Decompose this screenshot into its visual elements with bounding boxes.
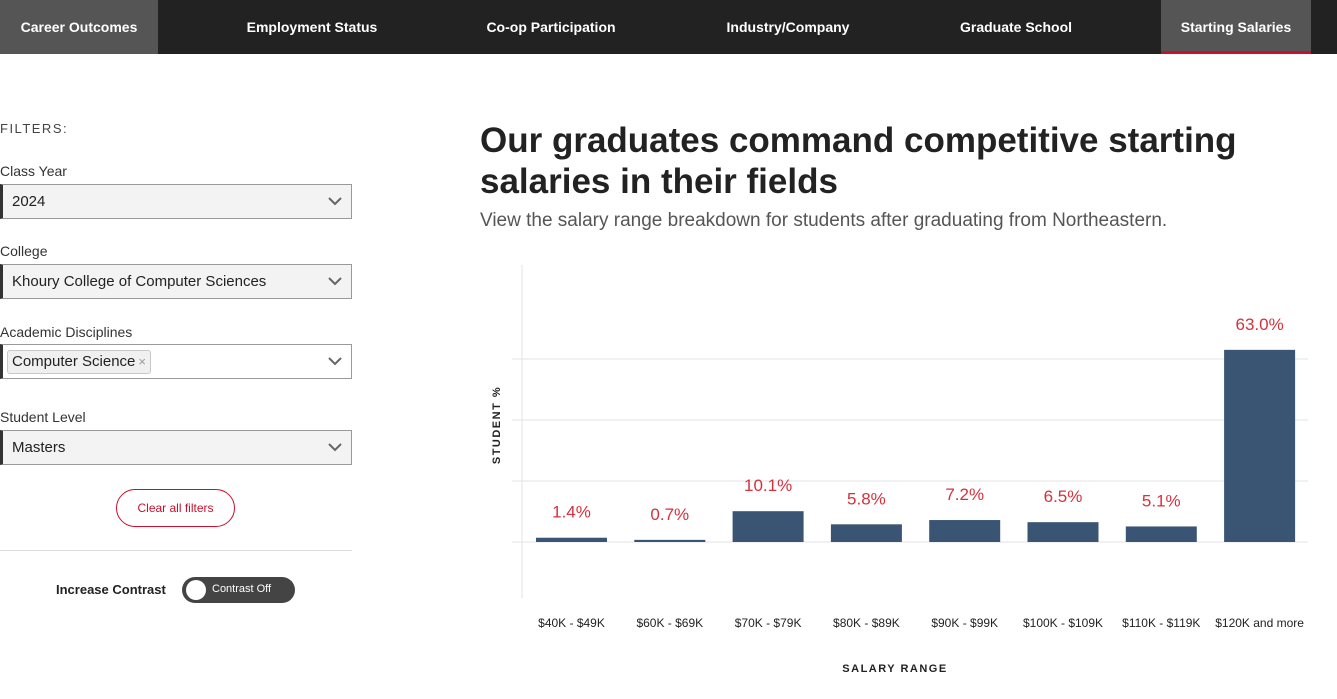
- academic-disciplines-select[interactable]: Computer Science ×: [0, 344, 352, 379]
- college-select[interactable]: Khoury College of Computer Sciences: [0, 264, 352, 299]
- class-year-select[interactable]: 2024: [0, 184, 352, 219]
- labels-layer: 1.4% 0.7% 10.1% 5.8% 7.2% 6.5% 5.1% 63.0%: [552, 315, 1284, 524]
- college-label: College: [0, 243, 48, 259]
- tab-industry-company[interactable]: Industry/Company: [726, 19, 850, 35]
- chart-bar: [929, 520, 1001, 542]
- x-tick-label: $60K - $69K: [636, 616, 703, 630]
- chart-bar: [830, 524, 902, 542]
- chart-bar: [1027, 522, 1099, 542]
- page-subtitle: View the salary range breakdown for stud…: [480, 210, 1168, 231]
- discipline-chip: Computer Science ×: [7, 349, 151, 374]
- student-level-value: Masters: [12, 439, 66, 456]
- chart-bar: [634, 539, 706, 542]
- chart-bar: [1224, 349, 1296, 542]
- y-axis-title: STUDENT %: [491, 386, 503, 464]
- x-tick-label: $90K - $99K: [931, 616, 998, 630]
- data-label: 63.0%: [1235, 315, 1283, 334]
- x-tick-label: $110K - $119K: [1122, 616, 1200, 630]
- clear-filters-button[interactable]: Clear all filters: [116, 489, 235, 527]
- page-title: Our graduates command competitive starti…: [480, 121, 1237, 201]
- chevron-down-icon: [328, 197, 342, 206]
- data-label: 1.4%: [552, 503, 591, 522]
- tab-employment-status[interactable]: Employment Status: [246, 19, 378, 35]
- x-tick-label: $70K - $79K: [735, 616, 802, 630]
- divider: [0, 550, 352, 551]
- tab-starting-salaries[interactable]: Starting Salaries: [1161, 0, 1311, 54]
- x-tick-label: $120K and more: [1215, 616, 1304, 630]
- contrast-toggle[interactable]: Contrast Off: [182, 577, 295, 603]
- discipline-chip-label: Computer Science: [12, 353, 136, 370]
- tab-graduate-school[interactable]: Graduate School: [959, 19, 1073, 35]
- tab-co-op-participation[interactable]: Co-op Participation: [486, 19, 616, 35]
- increase-contrast-label: Increase Contrast: [56, 582, 166, 597]
- chart-bar: [1125, 526, 1197, 542]
- grid-layer: [512, 358, 1308, 543]
- contrast-state-label: Contrast Off: [212, 583, 272, 595]
- class-year-value: 2024: [12, 193, 46, 210]
- chevron-down-icon: [328, 277, 342, 286]
- chevron-down-icon: [328, 357, 342, 366]
- data-label: 6.5%: [1044, 487, 1083, 506]
- bars-layer: [536, 349, 1296, 542]
- x-tick-label: $100K - $109K: [1023, 616, 1103, 630]
- chevron-down-icon: [328, 443, 342, 452]
- data-label: 5.8%: [847, 489, 886, 508]
- filters-heading: FILTERS:: [0, 121, 69, 136]
- x-axis-title: SALARY RANGE: [842, 663, 947, 675]
- data-label: 10.1%: [744, 476, 792, 495]
- class-year-label: Class Year: [0, 163, 67, 179]
- data-label: 5.1%: [1142, 491, 1181, 510]
- x-tick-label: $40K - $49K: [538, 616, 605, 630]
- academic-disciplines-label: Academic Disciplines: [0, 324, 133, 340]
- chart-bar: [732, 511, 804, 542]
- salary-bar-chart: 1.4% 0.7% 10.1% 5.8% 7.2% 6.5% 5.1% 63.0% $40K …: [491, 265, 1308, 675]
- student-level-select[interactable]: Masters: [0, 430, 352, 465]
- top-nav: Career Outcomes Employment Status Co-op …: [0, 0, 1337, 54]
- tab-career-outcomes[interactable]: Career Outcomes: [0, 0, 158, 54]
- x-tick-label: $80K - $89K: [833, 616, 900, 630]
- college-value: Khoury College of Computer Sciences: [12, 273, 267, 290]
- toggle-knob: [186, 580, 206, 600]
- ticks-layer: $40K - $49K $60K - $69K $70K - $79K $80K - …: [538, 616, 1304, 630]
- nav-spacer: [1092, 0, 1161, 54]
- data-label: 7.2%: [945, 485, 984, 504]
- chip-remove-icon[interactable]: ×: [138, 354, 146, 369]
- student-level-label: Student Level: [0, 409, 86, 425]
- data-label: 0.7%: [650, 505, 689, 524]
- chart-bar: [536, 537, 607, 542]
